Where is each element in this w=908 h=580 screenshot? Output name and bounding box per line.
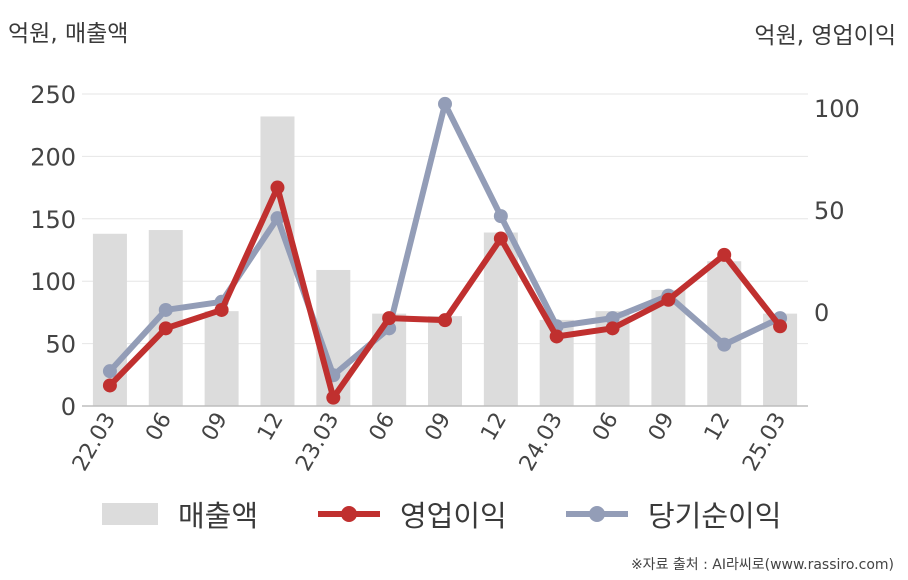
operating-profit-point <box>605 321 620 336</box>
left-axis-tick-label: 100 <box>30 268 76 296</box>
operating-profit-point <box>493 231 508 246</box>
x-axis-tick-label: 12 <box>700 409 736 446</box>
x-axis-tick-label: 24.03 <box>515 409 568 476</box>
left-axis-tick-label: 0 <box>61 393 76 421</box>
operating-profit-point <box>438 313 452 328</box>
net-income-point <box>605 311 620 326</box>
revenue-bar <box>260 116 295 407</box>
net-income-point <box>270 211 285 226</box>
x-axis-tick-label: 25.03 <box>738 409 791 476</box>
operating-profit-point <box>270 180 285 195</box>
x-axis-tick-label: 06 <box>365 409 401 446</box>
x-axis-tick-label: 06 <box>141 409 177 446</box>
operating-profit-point <box>158 321 173 336</box>
net-income-point <box>438 96 452 111</box>
revenue-bar <box>428 316 462 406</box>
legend-label-net-income: 당기순이익 <box>648 499 782 533</box>
revenue-bar <box>204 311 239 406</box>
operating-profit-point <box>549 329 564 344</box>
source-credit: ※자료 출처 : AI라씨로(www.rassiro.com) <box>630 557 894 573</box>
operating-profit-point <box>382 311 397 326</box>
left-axis-tick-label: 150 <box>30 206 76 234</box>
operating-profit-point <box>326 390 341 405</box>
x-axis-tick-label: 09 <box>197 409 233 446</box>
x-axis-tick-label: 06 <box>588 409 624 446</box>
net-income-point <box>493 209 508 224</box>
left-axis-tick-label: 200 <box>30 143 76 171</box>
operating-profit-point <box>214 302 229 317</box>
x-axis-tick-label: 09 <box>644 409 680 446</box>
operating-profit-point <box>773 319 788 334</box>
operating-profit-point <box>661 292 676 307</box>
legend-swatch-operating-profit <box>318 503 380 525</box>
x-axis-tick-label: 12 <box>476 409 512 446</box>
right-axis-tick-label: 100 <box>814 95 860 123</box>
operating-profit-point <box>102 378 117 393</box>
net-income-point <box>158 302 173 317</box>
right-axis-tick-label: 50 <box>814 197 845 225</box>
legend-item-revenue: 매출액 <box>102 492 258 536</box>
revenue-bar <box>148 230 183 406</box>
right-axis-tick-label: 0 <box>814 299 829 327</box>
x-axis-tick-label: 12 <box>253 409 289 446</box>
legend-swatch-revenue <box>102 503 158 525</box>
left-axis-unit-label: 억원, 매출액 <box>8 21 129 47</box>
legend-swatch-net-income <box>566 503 628 525</box>
legend-item-net-income: 당기순이익 <box>566 492 781 536</box>
legend-label-operating-profit: 영업이익 <box>400 499 507 533</box>
legend-item-operating-profit: 영업이익 <box>318 492 507 536</box>
operating-profit-point <box>717 247 732 262</box>
net-income-point <box>102 364 117 379</box>
net-income-point <box>717 337 732 352</box>
left-axis-tick-label: 250 <box>30 81 76 109</box>
right-axis-unit-label: 억원, 영업이익 <box>754 23 896 49</box>
x-axis-tick-label: 09 <box>421 409 457 446</box>
chart-legend: 매출액 영업이익 당기순이익 <box>0 492 908 536</box>
left-axis-tick-label: 50 <box>45 331 76 359</box>
x-axis-tick-label: 23.03 <box>291 409 344 476</box>
legend-label-revenue: 매출액 <box>178 499 259 533</box>
